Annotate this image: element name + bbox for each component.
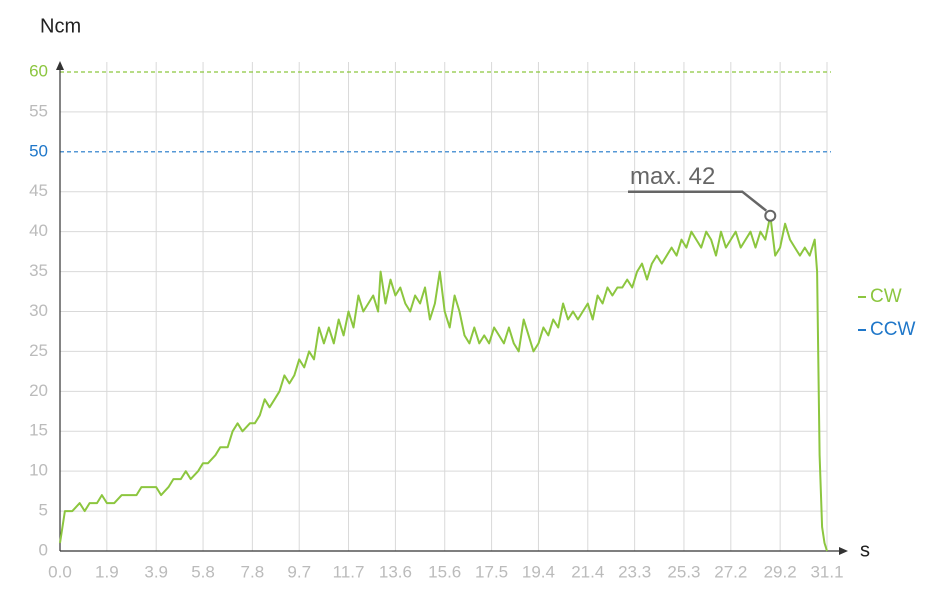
annotation-marker (764, 209, 777, 222)
y-tick-label: 45 (29, 181, 48, 200)
x-axis-arrow (839, 547, 848, 555)
y-tick-label: 20 (29, 381, 48, 400)
x-tick-label: 0.0 (48, 562, 72, 581)
y-tick-label: 15 (29, 421, 48, 440)
y-tick-label: 0 (39, 540, 48, 559)
x-axis-label: s (860, 539, 870, 561)
y-tick-label: 55 (29, 101, 48, 120)
x-tick-label: 11.7 (333, 562, 365, 581)
x-tick-label: 1.9 (95, 562, 119, 581)
legend-label: CCW (870, 319, 915, 340)
y-axis-arrow (56, 61, 64, 70)
annotation-leader (628, 190, 768, 212)
data-line (59, 214, 828, 552)
x-tick-label: 9.7 (287, 562, 311, 581)
x-tick-label: 31.1 (810, 562, 843, 581)
x-tick-label: 13.6 (379, 562, 412, 581)
x-tick-label: 29.2 (764, 562, 797, 581)
y-tick-label: 50 (29, 141, 48, 160)
y-tick-label: 25 (29, 341, 48, 360)
x-tick-label: 7.8 (241, 562, 265, 581)
y-tick-label: 10 (29, 461, 48, 480)
y-tick-label: 60 (29, 61, 48, 80)
annotation-text: max. 42 (630, 163, 715, 190)
x-tick-label: 3.9 (144, 562, 168, 581)
x-tick-label: 27.2 (714, 562, 747, 581)
legend-label: CW (870, 286, 902, 307)
x-tick-label: 15.6 (428, 562, 461, 581)
x-tick-label: 17.5 (475, 562, 508, 581)
y-tick-label: 5 (39, 501, 48, 520)
y-tick-label: 35 (29, 261, 48, 280)
y-tick-label: 30 (29, 301, 48, 320)
x-tick-label: 23.3 (618, 562, 651, 581)
x-tick-label: 19.4 (522, 562, 555, 581)
y-tick-label: 40 (29, 221, 48, 240)
x-tick-label: 5.8 (191, 562, 215, 581)
y-axis-label: Ncm (40, 15, 81, 37)
x-tick-label: 21.4 (571, 562, 604, 581)
x-tick-label: 25.3 (667, 562, 700, 581)
